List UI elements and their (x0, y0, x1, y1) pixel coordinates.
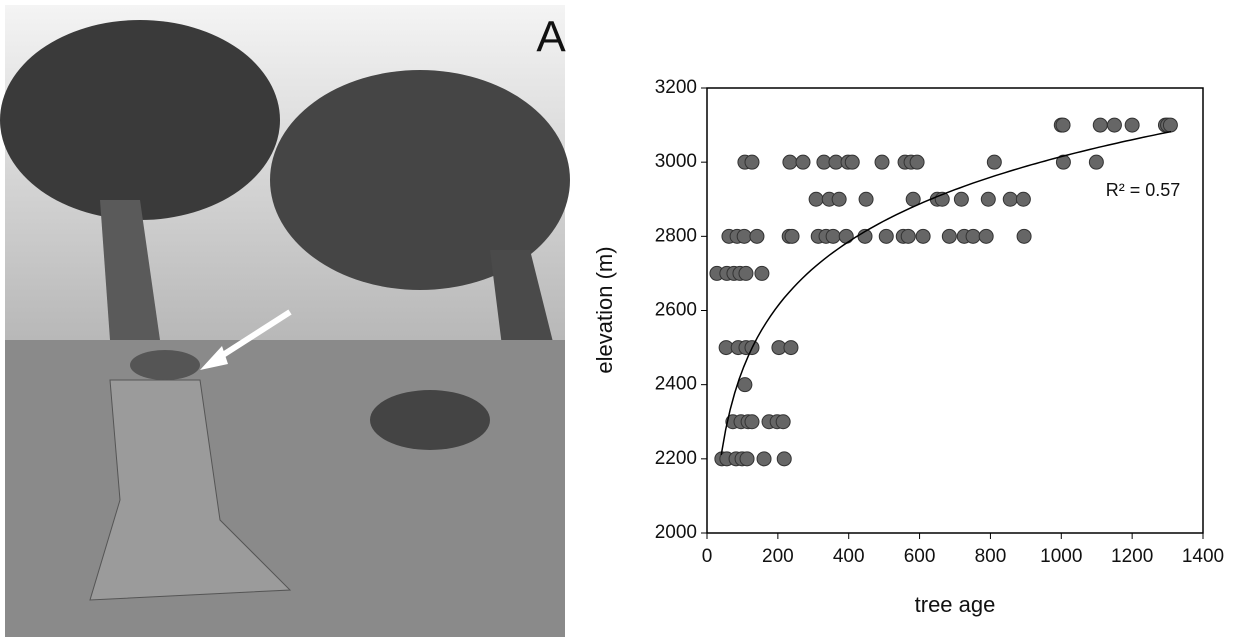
y-tick-label: 2600 (655, 300, 697, 321)
point (775, 414, 791, 430)
x-tick-label: 600 (904, 546, 936, 567)
point (909, 154, 925, 170)
point (858, 191, 874, 207)
point (744, 154, 760, 170)
photo (0, 5, 570, 637)
point (878, 228, 894, 244)
point (941, 228, 957, 244)
point (736, 228, 752, 244)
point (782, 154, 798, 170)
x-tick-label: 800 (975, 546, 1007, 567)
point (825, 228, 841, 244)
y-tick-label: 2800 (655, 225, 697, 246)
point (776, 451, 792, 467)
x-tick-label: 1400 (1182, 546, 1224, 567)
point (965, 228, 981, 244)
point (1002, 191, 1018, 207)
point (1092, 117, 1108, 133)
panel-label: A (536, 13, 566, 62)
point (953, 191, 969, 207)
point (1162, 117, 1178, 133)
x-tick-label: 1000 (1040, 546, 1082, 567)
point (1055, 154, 1071, 170)
point (808, 191, 824, 207)
point (756, 451, 772, 467)
point (1016, 228, 1032, 244)
point (1124, 117, 1140, 133)
point (784, 228, 800, 244)
point (738, 265, 754, 281)
x-tick-label: 200 (762, 546, 794, 567)
y-tick-label: 2400 (655, 374, 697, 395)
y-tick-label: 2200 (655, 448, 697, 469)
y-tick-label: 3200 (655, 77, 697, 98)
point (749, 228, 765, 244)
x-tick-label: 1200 (1111, 546, 1153, 567)
point (986, 154, 1002, 170)
point (754, 265, 770, 281)
point (783, 340, 799, 356)
point (739, 451, 755, 467)
point (838, 228, 854, 244)
x-axis-title: tree age (915, 592, 996, 617)
point (874, 154, 890, 170)
x-tick-label: 0 (702, 546, 713, 567)
point (744, 414, 760, 430)
y-tick-label: 2000 (655, 522, 697, 543)
plot-frame (706, 87, 1204, 534)
point (1055, 117, 1071, 133)
point (915, 228, 931, 244)
point (980, 191, 996, 207)
r-squared: R² = 0.57 (1106, 180, 1181, 200)
trendline (720, 130, 1172, 456)
point (737, 377, 753, 393)
point (1088, 154, 1104, 170)
y-tick-label: 3000 (655, 151, 697, 172)
point (1015, 191, 1031, 207)
y-axis-title: elevation (m) (592, 246, 617, 373)
point (900, 228, 916, 244)
x-tick-label: 400 (833, 546, 865, 567)
point (1106, 117, 1122, 133)
point (795, 154, 811, 170)
point (831, 191, 847, 207)
point (844, 154, 860, 170)
point (978, 228, 994, 244)
